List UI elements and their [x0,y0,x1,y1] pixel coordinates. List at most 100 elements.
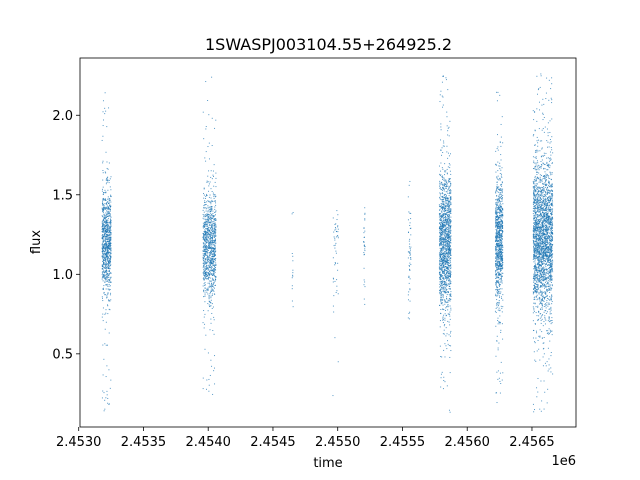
data-point [445,249,447,251]
data-point [499,289,501,291]
data-point [497,170,499,172]
data-point [448,215,450,217]
data-point [442,261,444,263]
data-point [446,237,448,239]
data-point [439,345,441,347]
data-point [103,208,105,210]
data-point [495,244,497,246]
data-point [502,272,504,274]
data-point [545,173,547,175]
data-point [549,291,551,293]
data-point [547,256,549,258]
data-point [106,297,108,299]
data-point [105,216,107,218]
data-point [501,250,503,252]
data-point [502,255,504,257]
data-point [442,333,444,335]
data-point [550,232,552,234]
data-point [108,247,110,249]
data-point [495,232,497,234]
data-point [109,268,111,270]
data-point [499,202,501,204]
data-point [110,232,112,234]
data-point [500,253,502,255]
data-point [110,205,112,207]
data-point [208,276,210,278]
data-point [497,249,499,251]
data-point [447,320,449,322]
data-point [501,192,503,194]
data-point [535,229,537,231]
data-point [211,244,213,246]
data-point [495,214,497,216]
data-point [441,192,443,194]
data-point [107,247,109,249]
data-point [213,222,215,224]
data-points [101,73,554,413]
data-point [214,214,216,216]
data-point [447,185,449,187]
data-point [292,260,294,262]
data-point [204,270,206,272]
data-point [440,203,442,205]
data-point [203,243,205,245]
data-point [440,282,442,284]
data-point [444,283,446,285]
data-point [105,220,107,222]
data-point [212,192,214,194]
data-point [444,170,446,172]
data-point [501,225,503,227]
data-point [502,227,504,229]
data-point [498,226,500,228]
data-point [215,262,217,264]
data-point [440,288,442,290]
data-point [444,208,446,210]
data-point [496,281,498,283]
data-point [499,199,500,201]
data-point [448,248,450,250]
data-point [103,248,105,250]
data-point [207,272,209,274]
data-point [447,214,449,216]
data-point [448,181,450,183]
data-point [500,256,502,258]
data-point [499,218,501,220]
data-point [449,313,451,315]
data-point [498,250,500,252]
data-point [105,229,107,231]
data-point [443,224,445,226]
data-point [447,304,449,306]
data-point [502,214,504,216]
data-point [102,265,104,267]
data-point [495,234,497,236]
data-point [542,283,544,285]
data-point [450,264,452,266]
data-point [449,332,451,334]
data-point [108,240,110,242]
data-point [213,367,215,369]
data-point [500,252,502,254]
data-point [208,246,210,248]
data-point [441,221,443,223]
data-point [545,319,547,321]
data-point [211,206,213,208]
data-point [449,242,451,244]
data-point [501,245,503,247]
data-point [547,273,549,275]
data-point [104,258,106,260]
data-point [108,279,110,281]
data-point [106,277,108,279]
data-point [447,309,449,311]
data-point [443,264,445,266]
data-point [109,199,111,201]
data-point [444,313,446,315]
data-point [202,238,204,240]
data-point [442,220,444,222]
data-point [205,210,207,212]
data-point [446,241,448,243]
data-point [445,258,447,260]
data-point [447,277,449,279]
data-point [108,244,110,246]
data-point [204,266,206,268]
data-point [104,226,106,228]
